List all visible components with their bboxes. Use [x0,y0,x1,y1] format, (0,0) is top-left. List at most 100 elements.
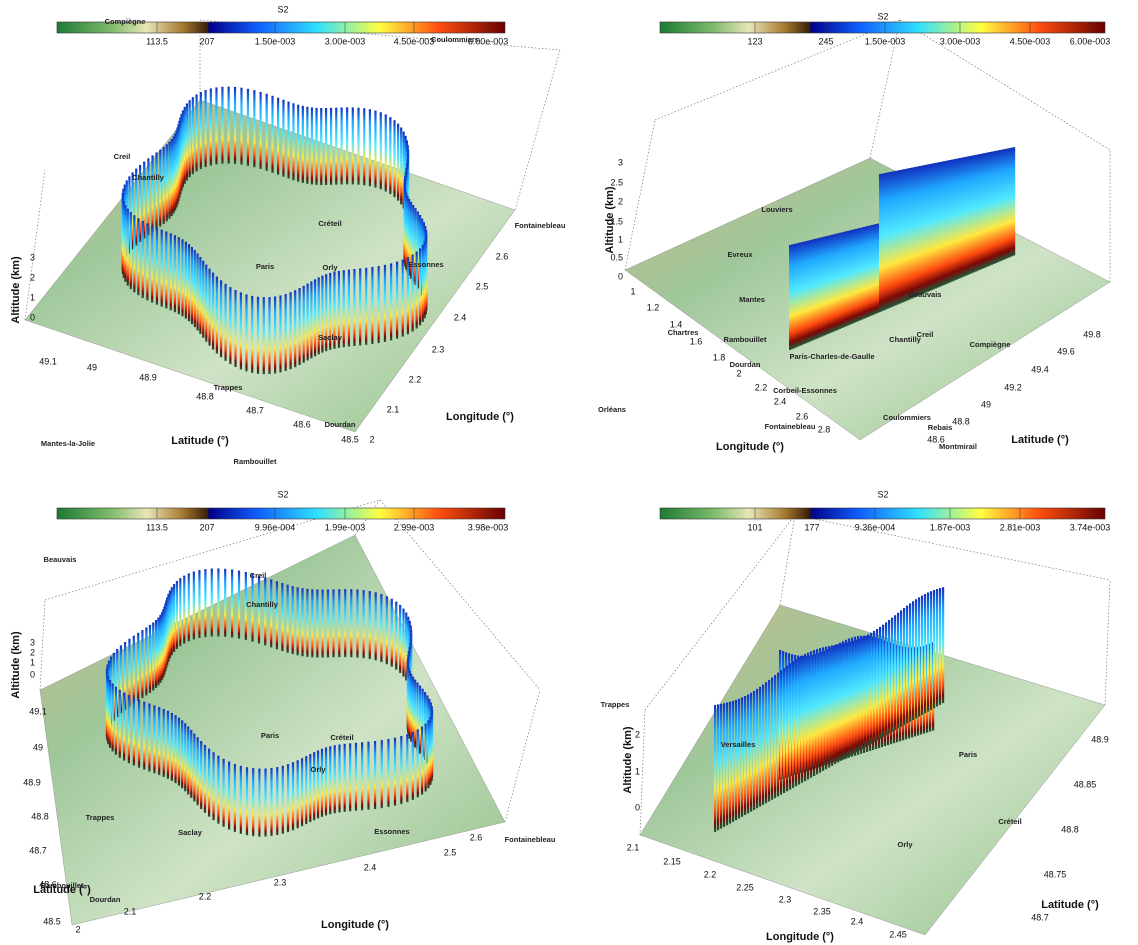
curtain-strip [408,670,411,739]
place-label: Rebais [928,423,953,432]
curtain-strip [811,239,814,341]
lat-axis-label: Latitude (°) [1011,434,1069,446]
place-label: Compiègne [970,340,1011,349]
place-label: Chantilly [889,335,921,344]
lat-tick-label: 48.7 [246,405,264,415]
curtain-strip [849,641,852,756]
box-edge [644,514,796,711]
curtain-strip [780,670,783,795]
curtain-strip [296,760,299,829]
curtain-strip [927,592,930,712]
curtain-strip [801,655,804,783]
curtain-strip [843,231,846,328]
curtain-strip [999,150,1002,262]
lat-tick-label: 49.1 [39,356,57,366]
curtain-strip [906,605,909,724]
curtain-strip [179,578,182,647]
z-tick-label: 0 [30,669,35,679]
curtain-strip [883,173,886,311]
curtain-strip [414,679,417,748]
curtain-strip [347,269,351,347]
lat-tick-label: 49 [33,742,43,752]
curtain-strip [915,166,918,297]
curtain-strip [977,154,980,271]
curtain-strip [795,659,798,787]
curtain-strip [199,92,202,170]
curtain-strip [162,609,165,678]
curtain-strip [170,587,173,656]
curtain-strip [402,131,405,209]
place-label: Paris [959,750,977,759]
curtain-strip [1003,149,1006,260]
curtain-strip [888,620,891,734]
z-tick-label: 2.5 [610,177,623,187]
lat-tick-label: 48.7 [1031,912,1049,922]
curtain-strip [870,632,873,744]
place-label: Orly [322,263,338,272]
curtain-strip [306,588,309,657]
lat-tick-label: 48.7 [29,845,47,855]
curtain-strip [268,297,271,375]
curtain-strip [108,679,112,748]
curtain-strip [202,260,205,338]
curtain-strip [239,765,242,834]
curtain-strip [234,290,237,368]
place-label: Dourdan [730,360,761,369]
curtain-strip [945,160,948,285]
curtain-strip [400,736,403,805]
curtain-strip [1009,148,1012,258]
colorbar [659,507,1106,520]
place-label: Beauvais [909,290,942,299]
colorbar-tick-label: 113.5 [146,522,168,532]
curtain-strip [116,649,119,718]
lat-axis-label: Latitude (°) [171,435,229,447]
place-label: Paris-Charles-de-Gaulle [789,352,874,361]
curtain-strip [155,227,159,305]
curtain-strip [397,123,400,201]
z-tick-label: 0 [618,271,623,281]
curtain-strip [918,597,921,717]
curtain-strip [942,587,945,704]
curtain-strip [759,686,762,807]
colorbar-tick-label: 101 [747,522,762,532]
curtain-strip [137,218,140,296]
curtain-strip [411,731,414,800]
curtain-strip [315,107,318,185]
curtain-strip [209,88,212,166]
curtain-strip [819,648,822,773]
z-tick-label: 1 [30,292,35,302]
curtain-strip [837,644,840,763]
box-edge [624,119,656,271]
curtain-strip [212,752,215,821]
lon-tick-label: 2.1 [627,842,640,852]
curtain-strip [245,294,248,372]
curtain-strip [152,622,155,691]
colorbar-tick-label: 1.50e-003 [865,36,906,46]
curtain-strip [124,204,127,282]
place-label: Dourdan [90,895,121,904]
curtain-strip [876,628,879,741]
curtain-strip [200,741,203,810]
curtain-strip [913,167,916,298]
curtain-strip [865,226,868,318]
curtain-strip [879,174,882,312]
lon-tick-label: 1 [630,286,635,296]
panel: S2 101 177 9.36e-004 1.87e-003 2.81e-003 3.74e… [601,489,1111,943]
place-label: Creil [114,152,131,161]
curtain-strip [231,569,234,638]
curtain-strip [183,106,186,184]
curtain-strip [383,264,387,342]
curtain-strip [732,700,735,822]
curtain-strip [851,229,854,324]
lon-tick-label: 2.6 [796,411,809,421]
place-label: Trappes [601,700,630,709]
curtain-strip [245,767,249,836]
lon-axis-label: Longitude (°) [446,411,514,423]
curtain-strip [943,161,946,285]
curtain-strip [899,170,902,304]
curtain-strip [350,589,353,658]
curtain-strip [853,229,856,323]
curtain-strip [957,158,960,280]
curtain-strip [324,108,328,186]
